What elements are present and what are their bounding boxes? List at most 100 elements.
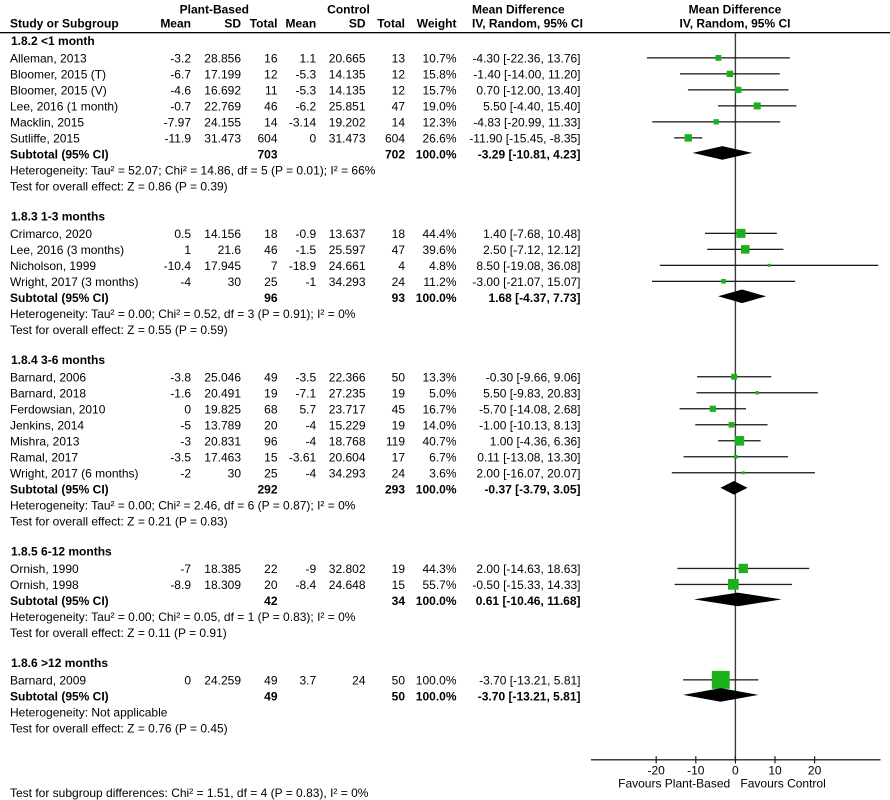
svg-text:0.11 [-13.08, 13.30]: 0.11 [-13.08, 13.30]	[477, 450, 580, 464]
svg-text:-1.00 [-10.13, 8.13]: -1.00 [-10.13, 8.13]	[479, 418, 580, 432]
svg-text:16.7%: 16.7%	[422, 402, 456, 416]
svg-text:55.7%: 55.7%	[422, 578, 456, 592]
svg-text:42: 42	[264, 594, 278, 608]
svg-text:25.597: 25.597	[329, 243, 366, 257]
svg-text:Barnard, 2006: Barnard, 2006	[10, 370, 86, 384]
svg-text:30: 30	[228, 466, 242, 480]
svg-text:100.0%: 100.0%	[416, 594, 457, 608]
svg-text:Jenkins, 2014: Jenkins, 2014	[10, 418, 84, 432]
svg-text:-3.61: -3.61	[289, 450, 317, 464]
svg-text:SD: SD	[224, 17, 241, 31]
svg-text:22: 22	[264, 562, 278, 576]
svg-text:-1.6: -1.6	[170, 386, 191, 400]
svg-text:14.0%: 14.0%	[422, 418, 456, 432]
svg-text:Lee, 2016 (3 months): Lee, 2016 (3 months)	[10, 243, 124, 257]
svg-text:1.40 [-7.68, 10.48]: 1.40 [-7.68, 10.48]	[483, 227, 580, 241]
svg-text:96: 96	[264, 434, 278, 448]
svg-text:Nicholson, 1999: Nicholson, 1999	[10, 259, 96, 273]
svg-text:-3.70 [-13.21, 5.81]: -3.70 [-13.21, 5.81]	[478, 689, 581, 703]
svg-text:-4: -4	[180, 275, 191, 289]
svg-text:21.6: 21.6	[218, 243, 242, 257]
svg-text:-0.50 [-15.33, 14.33]: -0.50 [-15.33, 14.33]	[472, 578, 580, 592]
svg-text:-5.70 [-14.08, 2.68]: -5.70 [-14.08, 2.68]	[479, 402, 580, 416]
svg-text:22.366: 22.366	[329, 370, 366, 384]
svg-text:2.50 [-7.12, 12.12]: 2.50 [-7.12, 12.12]	[483, 243, 580, 257]
svg-text:Test for overall effect: Z = 0: Test for overall effect: Z = 0.21 (P = 0…	[10, 514, 228, 528]
svg-text:20: 20	[264, 418, 278, 432]
svg-text:1.1: 1.1	[300, 51, 317, 65]
svg-text:-1.40 [-14.00, 11.20]: -1.40 [-14.00, 11.20]	[473, 67, 580, 81]
svg-text:46: 46	[264, 243, 278, 257]
svg-text:5.50 [-4.40, 15.40]: 5.50 [-4.40, 15.40]	[483, 99, 580, 113]
svg-text:100.0%: 100.0%	[416, 689, 457, 703]
svg-text:Total: Total	[377, 17, 405, 31]
svg-text:6.7%: 6.7%	[429, 450, 457, 464]
svg-text:15.7%: 15.7%	[422, 83, 456, 97]
svg-text:4.8%: 4.8%	[429, 259, 457, 273]
svg-text:-0.9: -0.9	[296, 227, 317, 241]
svg-text:-4.83 [-20.99, 11.33]: -4.83 [-20.99, 11.33]	[473, 115, 580, 129]
svg-text:14: 14	[392, 115, 406, 129]
svg-text:-4: -4	[306, 466, 317, 480]
svg-text:-4: -4	[306, 434, 317, 448]
svg-text:49: 49	[264, 673, 278, 687]
svg-text:-5.3: -5.3	[296, 83, 317, 97]
svg-text:2.00 [-16.07, 20.07]: 2.00 [-16.07, 20.07]	[476, 466, 580, 480]
svg-text:24.155: 24.155	[204, 115, 241, 129]
svg-text:-5: -5	[180, 418, 191, 432]
svg-text:12: 12	[392, 67, 406, 81]
svg-text:32.802: 32.802	[329, 562, 366, 576]
svg-text:23.717: 23.717	[329, 402, 366, 416]
svg-text:-4: -4	[306, 418, 317, 432]
svg-text:14.135: 14.135	[329, 83, 366, 97]
svg-text:Ferdowsian, 2010: Ferdowsian, 2010	[10, 402, 106, 416]
svg-text:34.293: 34.293	[329, 466, 366, 480]
svg-text:Study or Subgroup: Study or Subgroup	[10, 17, 119, 31]
svg-text:0.5: 0.5	[174, 227, 191, 241]
svg-text:96: 96	[264, 291, 278, 305]
svg-text:-10: -10	[687, 764, 705, 778]
svg-text:26.6%: 26.6%	[422, 131, 456, 145]
svg-text:24: 24	[352, 673, 366, 687]
svg-text:-4.6: -4.6	[170, 83, 191, 97]
svg-text:5.0%: 5.0%	[429, 386, 457, 400]
svg-text:-3: -3	[180, 434, 191, 448]
svg-text:93: 93	[392, 291, 406, 305]
svg-text:-3.00 [-21.07, 15.07]: -3.00 [-21.07, 15.07]	[472, 275, 580, 289]
svg-text:24: 24	[392, 275, 406, 289]
svg-text:Barnard, 2018: Barnard, 2018	[10, 386, 86, 400]
svg-text:34: 34	[392, 594, 406, 608]
svg-text:Total: Total	[250, 17, 278, 31]
svg-text:14: 14	[264, 115, 278, 129]
svg-text:604: 604	[257, 131, 277, 145]
svg-text:25: 25	[264, 466, 278, 480]
svg-text:13.789: 13.789	[204, 418, 241, 432]
svg-text:292: 292	[257, 482, 277, 496]
svg-text:46: 46	[264, 99, 278, 113]
svg-text:Control: Control	[327, 3, 370, 17]
svg-text:-20: -20	[648, 764, 666, 778]
svg-text:Lee, 2016 (1 month): Lee, 2016 (1 month)	[10, 99, 118, 113]
svg-text:Test for overall effect: Z = 0: Test for overall effect: Z = 0.11 (P = 0…	[10, 626, 227, 640]
svg-text:2.00 [-14.63, 18.63]: 2.00 [-14.63, 18.63]	[476, 562, 580, 576]
svg-text:4: 4	[398, 259, 405, 273]
svg-text:25.851: 25.851	[329, 99, 366, 113]
svg-text:10.7%: 10.7%	[422, 51, 456, 65]
svg-text:1.68 [-4.37, 7.73]: 1.68 [-4.37, 7.73]	[488, 291, 580, 305]
svg-text:50: 50	[392, 689, 406, 703]
svg-text:14.135: 14.135	[329, 67, 366, 81]
svg-text:11: 11	[265, 83, 278, 97]
svg-text:34.293: 34.293	[329, 275, 366, 289]
svg-text:0.70 [-12.00, 13.40]: 0.70 [-12.00, 13.40]	[476, 83, 580, 97]
svg-text:17: 17	[392, 450, 406, 464]
svg-text:0: 0	[732, 764, 739, 778]
svg-text:Subtotal (95% CI): Subtotal (95% CI)	[10, 291, 109, 305]
svg-text:0.61 [-10.46, 11.68]: 0.61 [-10.46, 11.68]	[476, 594, 581, 608]
svg-text:11.2%: 11.2%	[423, 275, 456, 289]
svg-text:1.8.2 <1 month: 1.8.2 <1 month	[11, 34, 95, 48]
svg-text:40.7%: 40.7%	[422, 434, 456, 448]
svg-text:25.046: 25.046	[204, 370, 241, 384]
svg-text:Mean Difference: Mean Difference	[472, 3, 565, 17]
svg-text:17.945: 17.945	[204, 259, 241, 273]
svg-text:10: 10	[768, 764, 782, 778]
